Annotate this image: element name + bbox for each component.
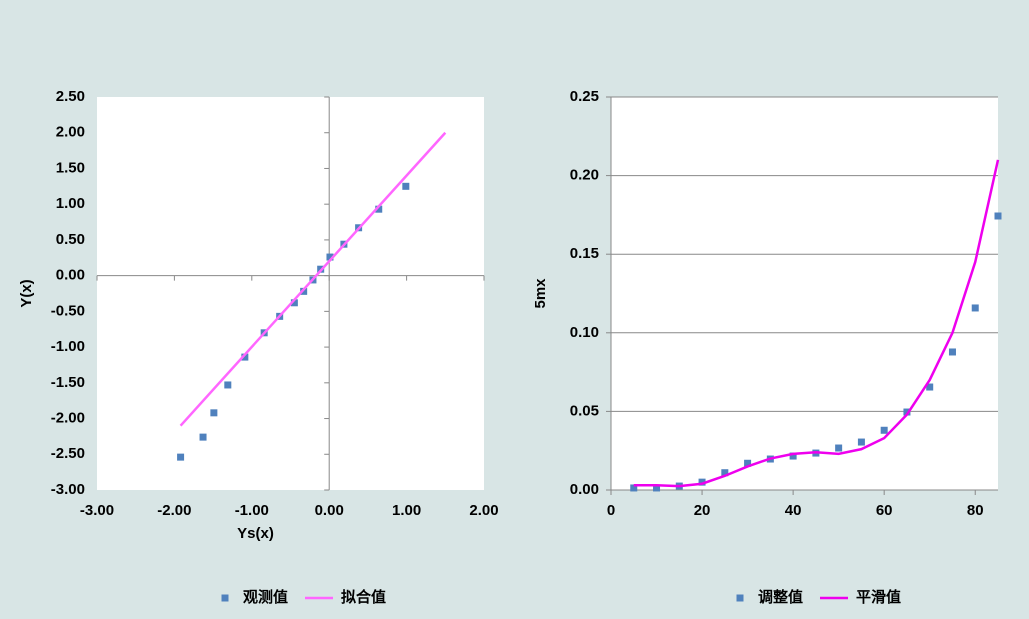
y-axis-title: Y(x) [18, 279, 35, 307]
y-tick-label: 0.25 [570, 88, 599, 105]
data-point [653, 484, 661, 492]
data-point [971, 304, 979, 312]
x-tick-label: -1.00 [235, 502, 269, 519]
data-point [857, 438, 865, 446]
y-tick-label: 2.00 [56, 124, 85, 141]
y-tick-label: 0.10 [570, 324, 599, 341]
data-point [290, 299, 298, 307]
data-point [948, 348, 956, 356]
legend-swatch [221, 594, 229, 602]
data-point [698, 478, 706, 486]
data-point [300, 287, 308, 295]
data-point [630, 484, 638, 492]
x-tick-label: 1.00 [392, 502, 421, 519]
x-tick-label: 2.00 [469, 502, 498, 519]
y-tick-label: 0.50 [56, 231, 85, 248]
y-tick-label: 2.50 [56, 88, 85, 105]
x-tick-label: -2.00 [157, 502, 191, 519]
data-point [835, 444, 843, 452]
data-point [744, 459, 752, 467]
data-point [224, 381, 232, 389]
x-tick-label: 80 [967, 502, 984, 519]
y-tick-label: -1.00 [51, 338, 85, 355]
data-point [994, 212, 1002, 220]
data-point [210, 409, 218, 417]
y-tick-label: 0.00 [570, 481, 599, 498]
x-tick-label: 0 [607, 502, 615, 519]
x-tick-label: 0.00 [315, 502, 344, 519]
y-axis-title: 5mx [532, 278, 549, 309]
legend-label: 观测值 [243, 588, 288, 606]
y-tick-label: 1.50 [56, 159, 85, 176]
data-point [402, 182, 410, 190]
y-tick-label: 0.15 [570, 245, 599, 262]
data-point [926, 383, 934, 391]
fit-line [633, 159, 1000, 488]
y-tick-label: -1.50 [51, 374, 85, 391]
data-point [241, 353, 249, 361]
y-tick-label: -3.00 [51, 481, 85, 498]
y-tick-label: -2.00 [51, 410, 85, 427]
x-axis-title: Ys(x) [237, 525, 274, 542]
data-point [721, 469, 729, 477]
legend-label: 平滑值 [856, 588, 901, 606]
data-point [880, 426, 888, 434]
y-tick-label: 1.00 [56, 195, 85, 212]
legend-label: 调整值 [758, 588, 803, 606]
data-point [375, 205, 383, 213]
plot-area [611, 97, 998, 490]
y-tick-label: -0.50 [51, 302, 85, 319]
x-tick-label: 40 [785, 502, 802, 519]
y-tick-label: -2.50 [51, 445, 85, 462]
x-tick-label: -3.00 [80, 502, 114, 519]
legend-swatch [736, 594, 744, 602]
data-point [199, 433, 207, 441]
x-tick-label: 60 [876, 502, 893, 519]
legend-label: 拟合值 [341, 588, 386, 606]
data-point [177, 453, 185, 461]
y-tick-label: 0.00 [56, 267, 85, 284]
data-point [789, 452, 797, 460]
x-tick-label: 20 [694, 502, 711, 519]
data-point [326, 253, 334, 261]
data-point [903, 408, 911, 416]
fit-line [179, 131, 447, 427]
y-tick-label: 0.05 [570, 402, 599, 419]
y-tick-label: 0.20 [570, 167, 599, 184]
